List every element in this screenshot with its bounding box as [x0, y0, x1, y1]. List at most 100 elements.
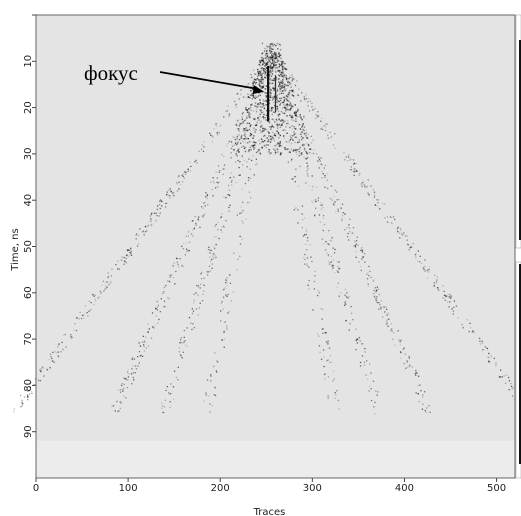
- signal-point: [273, 66, 275, 68]
- signal-point: [308, 97, 310, 100]
- signal-point: [316, 114, 318, 117]
- signal-point: [281, 145, 283, 147]
- signal-point: [348, 239, 350, 241]
- signal-point: [241, 122, 243, 125]
- signal-point: [359, 361, 362, 364]
- signal-point: [291, 178, 293, 180]
- signal-point: [276, 119, 278, 122]
- signal-point: [223, 226, 225, 228]
- signal-point: [40, 368, 42, 370]
- signal-point: [321, 170, 323, 173]
- signal-point: [281, 71, 284, 73]
- signal-point: [254, 118, 256, 121]
- signal-point: [272, 48, 274, 50]
- signal-point: [501, 376, 503, 378]
- signal-point: [343, 151, 345, 154]
- signal-point: [268, 122, 271, 124]
- signal-point: [192, 220, 194, 222]
- signal-point: [261, 85, 263, 88]
- signal-point: [245, 108, 247, 111]
- signal-point: [279, 140, 281, 143]
- signal-point: [279, 134, 281, 137]
- signal-point: [306, 173, 309, 175]
- signal-point: [186, 345, 188, 347]
- signal-point: [278, 123, 280, 126]
- signal-point: [256, 96, 258, 98]
- signal-point: [244, 136, 247, 138]
- signal-point: [130, 254, 133, 256]
- signal-point: [273, 43, 276, 46]
- signal-point: [342, 212, 344, 214]
- signal-point: [438, 289, 440, 291]
- signal-point: [178, 347, 181, 349]
- signal-point: [249, 146, 251, 148]
- signal-point: [364, 261, 366, 263]
- signal-point: [249, 116, 251, 118]
- signal-point: [226, 326, 228, 328]
- signal-point: [272, 137, 274, 140]
- signal-point: [281, 124, 283, 126]
- signal-point: [287, 82, 289, 84]
- signal-point: [267, 46, 269, 48]
- signal-point: [271, 70, 273, 73]
- signal-point: [302, 145, 305, 147]
- signal-point: [159, 207, 161, 210]
- signal-point: [28, 393, 31, 395]
- signal-point: [283, 96, 285, 98]
- signal-point: [265, 144, 267, 146]
- signal-point: [271, 131, 274, 134]
- signal-point: [291, 80, 293, 82]
- signal-point: [215, 187, 217, 189]
- signal-point: [279, 54, 282, 56]
- signal-point: [249, 97, 251, 99]
- signal-point: [274, 149, 276, 152]
- signal-point: [386, 308, 388, 310]
- signal-point: [117, 268, 119, 270]
- signal-point: [273, 78, 275, 80]
- signal-point: [199, 302, 201, 304]
- signal-point: [58, 343, 60, 345]
- signal-point: [236, 124, 238, 127]
- signal-point: [295, 207, 297, 209]
- signal-point: [294, 113, 296, 115]
- signal-point: [360, 269, 362, 272]
- signal-point: [345, 296, 348, 298]
- signal-point: [367, 179, 369, 181]
- signal-point: [252, 141, 255, 143]
- signal-point: [39, 380, 41, 382]
- signal-point: [248, 141, 251, 143]
- signal-point: [262, 135, 265, 137]
- signal-point: [229, 274, 231, 276]
- signal-point: [384, 311, 386, 313]
- signal-point: [228, 189, 231, 191]
- signal-point: [174, 283, 176, 285]
- signal-point: [297, 108, 299, 110]
- signal-point: [283, 137, 285, 140]
- signal-point: [295, 111, 297, 113]
- signal-point: [233, 136, 235, 138]
- signal-point: [274, 53, 276, 55]
- signal-point: [277, 43, 280, 45]
- signal-point: [321, 318, 323, 320]
- signal-point: [232, 291, 234, 293]
- signal-point: [165, 284, 167, 287]
- signal-point: [90, 302, 92, 304]
- signal-point: [295, 151, 297, 153]
- signal-point: [444, 299, 447, 301]
- signal-point: [255, 151, 258, 154]
- signal-point: [93, 303, 95, 306]
- signal-point: [310, 256, 312, 258]
- signal-point: [287, 148, 289, 151]
- x-axis-label: Traces: [253, 507, 286, 516]
- signal-point: [338, 408, 340, 410]
- signal-point: [142, 341, 144, 343]
- signal-point: [211, 405, 213, 407]
- signal-point: [408, 357, 410, 359]
- signal-point: [277, 48, 279, 50]
- signal-point: [341, 220, 343, 222]
- signal-point: [228, 194, 230, 196]
- signal-point: [359, 172, 361, 175]
- signal-point: [269, 71, 271, 73]
- signal-point: [255, 111, 258, 113]
- signal-point: [182, 351, 184, 353]
